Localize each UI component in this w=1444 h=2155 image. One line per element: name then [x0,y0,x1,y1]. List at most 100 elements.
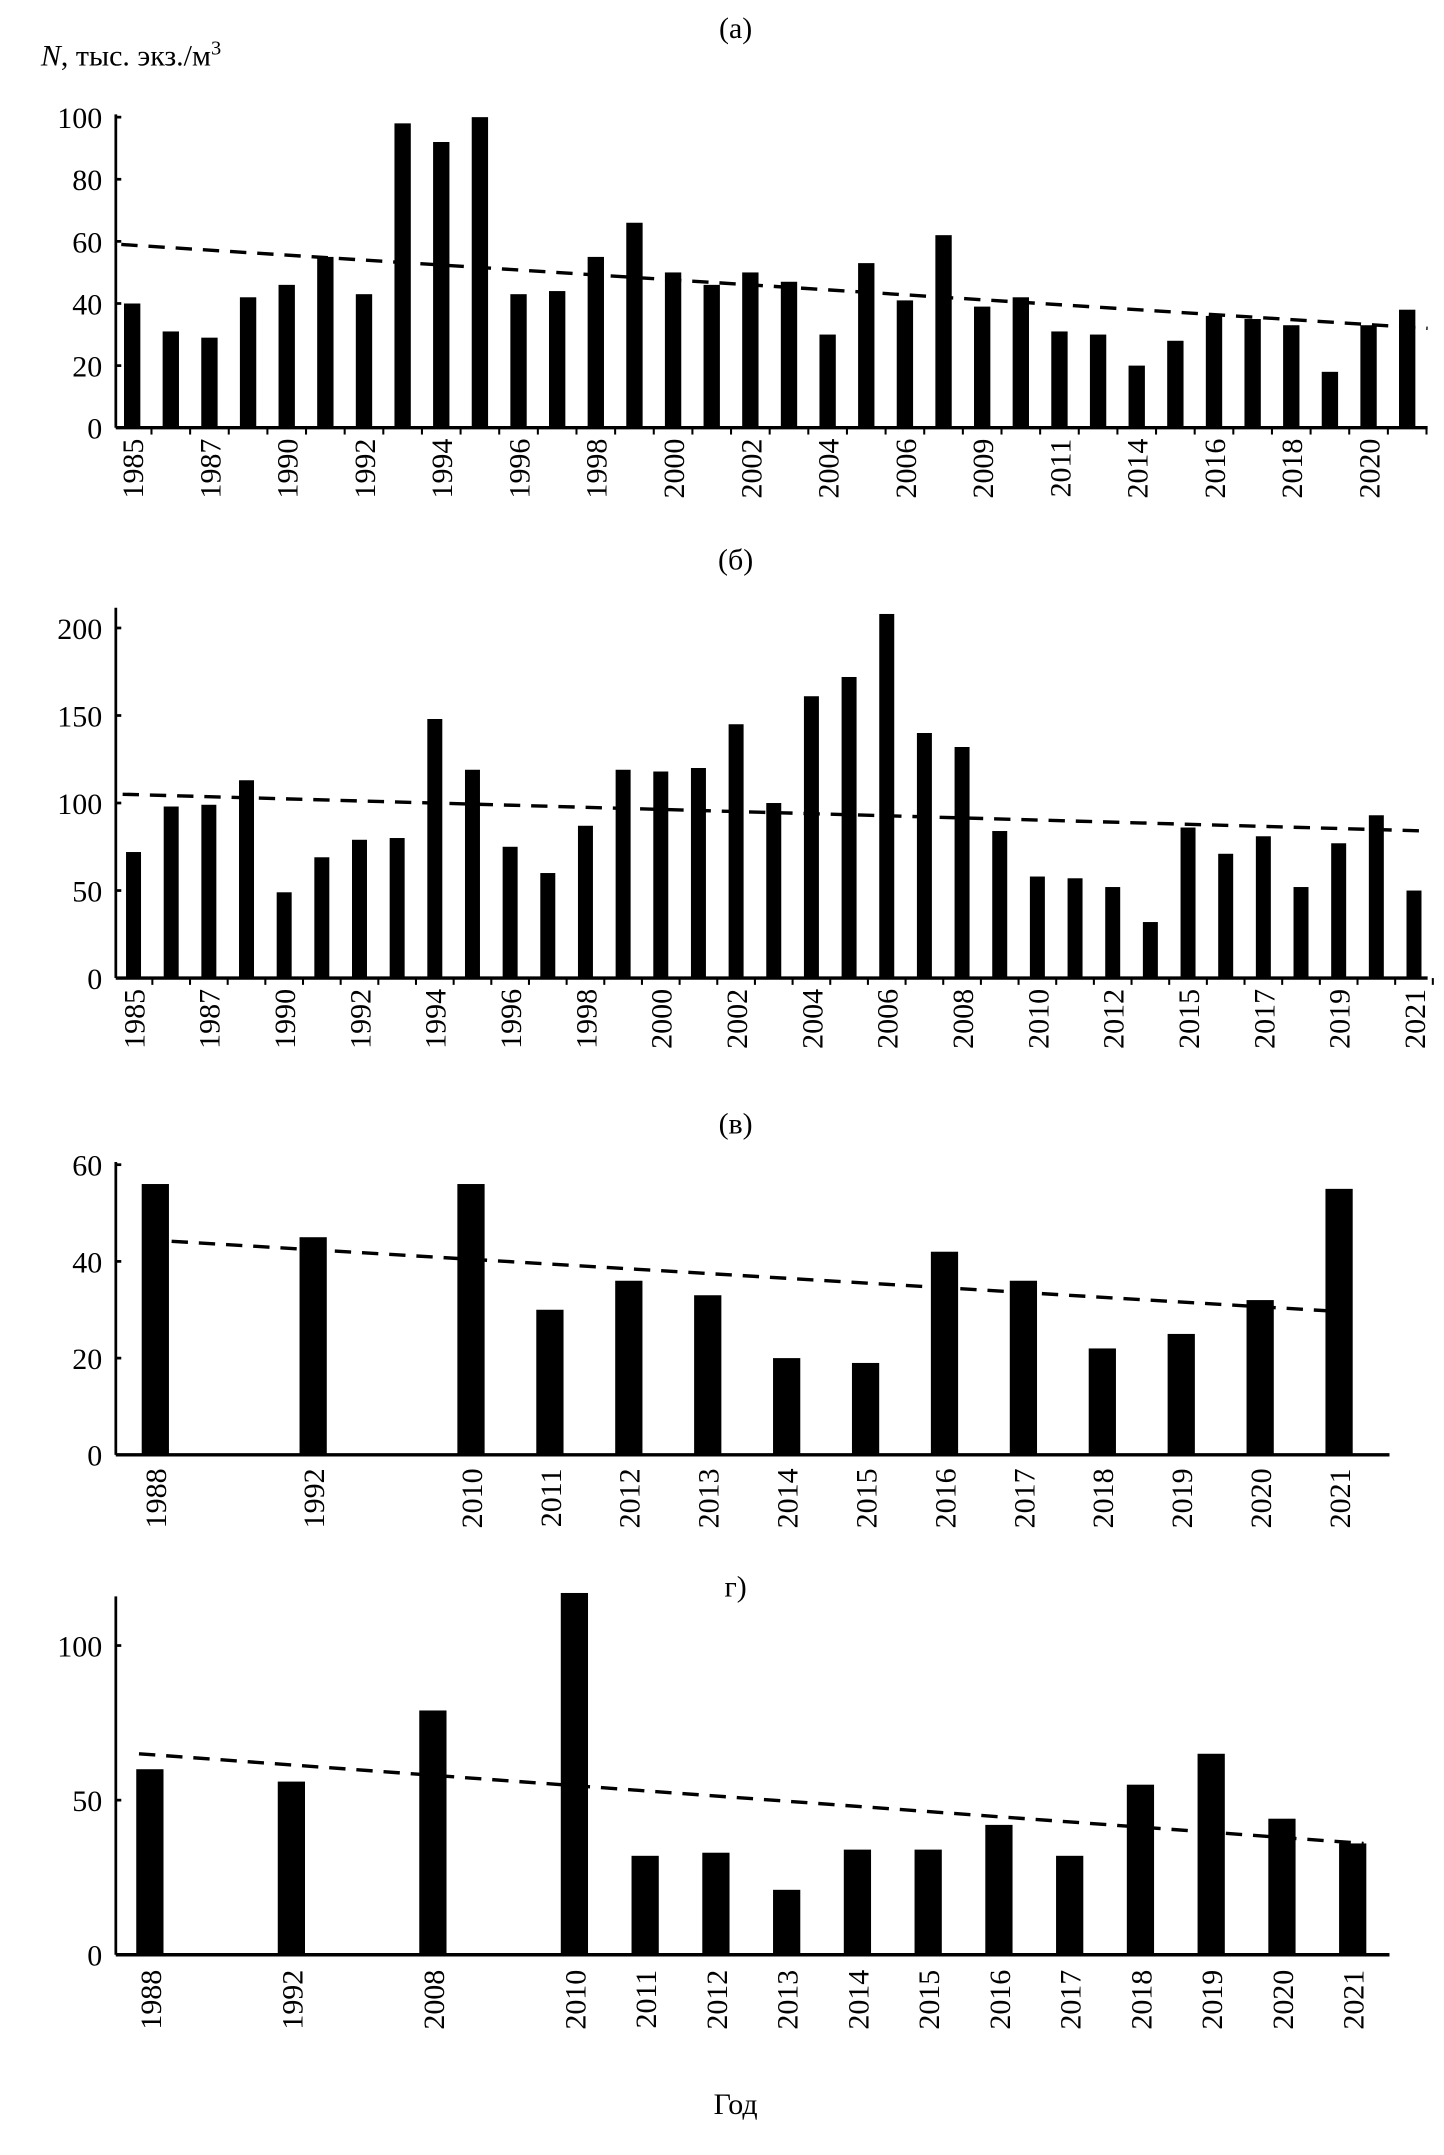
x-tick-label: 1985 [117,439,150,499]
bar [1142,922,1158,979]
y-tick-label: 20 [72,1343,102,1376]
bar [916,732,932,979]
bar [974,306,991,428]
y-tick-label: 50 [72,875,102,908]
bar [163,806,179,979]
bar [1331,843,1347,979]
bar [1406,890,1422,979]
bar [299,1237,327,1455]
bar [803,696,819,979]
x-tick-label: 2002 [735,439,768,499]
bar [536,1309,564,1455]
x-tick-label: 1988 [140,1468,173,1528]
y-tick-label: 0 [87,413,102,446]
x-tick-label: 2009 [967,439,1000,499]
chart-panel-1: (а) 0 20 40 60 80 100 1985 1987 1990 1992 1994 1996 1… [57,12,1428,499]
bar [841,676,857,979]
bar [314,857,330,979]
x-tick-label: 2002 [721,989,754,1049]
bar [277,1781,306,1955]
x-tick-label: 2013 [772,1970,805,2030]
x-tick-label: 2019 [1324,989,1357,1049]
bar [626,222,643,428]
x-tick-label: 2008 [418,1970,451,2030]
bar [1368,815,1384,979]
bar [766,803,782,979]
bar [126,852,142,979]
bar [1167,1333,1195,1455]
chart-panel-3: (в) 0 20 40 60 1988 1992 2010 2011 2012 2013 2014 20… [72,1107,1390,1528]
bar [985,1824,1013,1955]
panel-title: (а) [719,12,752,45]
bar [427,718,443,979]
x-tick-label: 1994 [420,989,453,1049]
bar [201,337,218,428]
y-tick-label: 0 [87,963,102,996]
x-tick-label: 2011 [1044,439,1077,498]
x-tick-label: 2021 [1324,1468,1357,1528]
bar [123,303,141,428]
y-tick-label: 200 [57,613,102,646]
bar [773,1358,801,1455]
bar [703,284,720,428]
bar [1088,1348,1116,1455]
bar [690,768,706,979]
x-tick-label: 1992 [349,439,382,499]
x-tick-label: 2014 [842,1970,875,2030]
y-tick-label: 80 [72,164,102,197]
bar [577,825,593,979]
x-tick-label: 2012 [701,1970,734,2030]
bar [896,300,914,428]
bar [1056,1855,1084,1955]
bar [1255,836,1271,979]
x-tick-label: 2016 [984,1970,1017,2030]
bar [843,1849,872,1955]
bar [457,1184,485,1455]
y-tick-label: 60 [72,226,102,259]
bar [858,263,875,428]
x-tick-label: 2019 [1196,1970,1229,2030]
bar [239,297,257,428]
x-tick-label: 1988 [135,1970,168,2030]
bar [631,1855,659,1955]
bar [742,272,759,428]
x-tick-label: 2008 [947,989,980,1049]
bar [1246,1300,1274,1455]
bar [1012,297,1029,428]
x-tick-label: 1992 [298,1468,331,1528]
x-tick-label: 2010 [1022,989,1055,1049]
x-axis-label: Год [714,2088,758,2121]
x-tick-label: 2014 [1122,439,1155,499]
x-tick-label: 2000 [658,439,691,499]
x-tick-label: 2013 [693,1468,726,1528]
bar [278,284,295,428]
bar [879,613,895,979]
y-tick-label: 0 [87,1940,102,1973]
bar [728,724,744,979]
bar [464,769,480,979]
x-tick-label: 2020 [1353,439,1386,499]
bar [389,838,405,979]
x-tick-label: 2006 [890,439,923,499]
y-tick-label: 150 [57,700,102,733]
panel-title: г) [724,1570,746,1603]
bar [694,1295,722,1455]
x-tick-label: 2004 [813,439,846,499]
panel-title: (б) [718,543,753,576]
y-tick-label: 40 [72,1246,102,1279]
y-tick-label: 0 [87,1440,102,1473]
bar [653,771,669,979]
bar [276,892,292,979]
y-tick-label: 100 [57,788,102,821]
x-tick-label: 2010 [559,1970,592,2030]
bar [1105,887,1121,979]
bar [615,1280,643,1455]
x-tick-label: 2018 [1276,439,1309,499]
x-tick-label: 2004 [796,989,829,1049]
x-tick-label: 2018 [1087,1468,1120,1528]
x-tick-label: 2015 [913,1970,946,2030]
bar [819,334,836,428]
bar [201,804,217,979]
x-tick-label: 1990 [272,439,305,499]
